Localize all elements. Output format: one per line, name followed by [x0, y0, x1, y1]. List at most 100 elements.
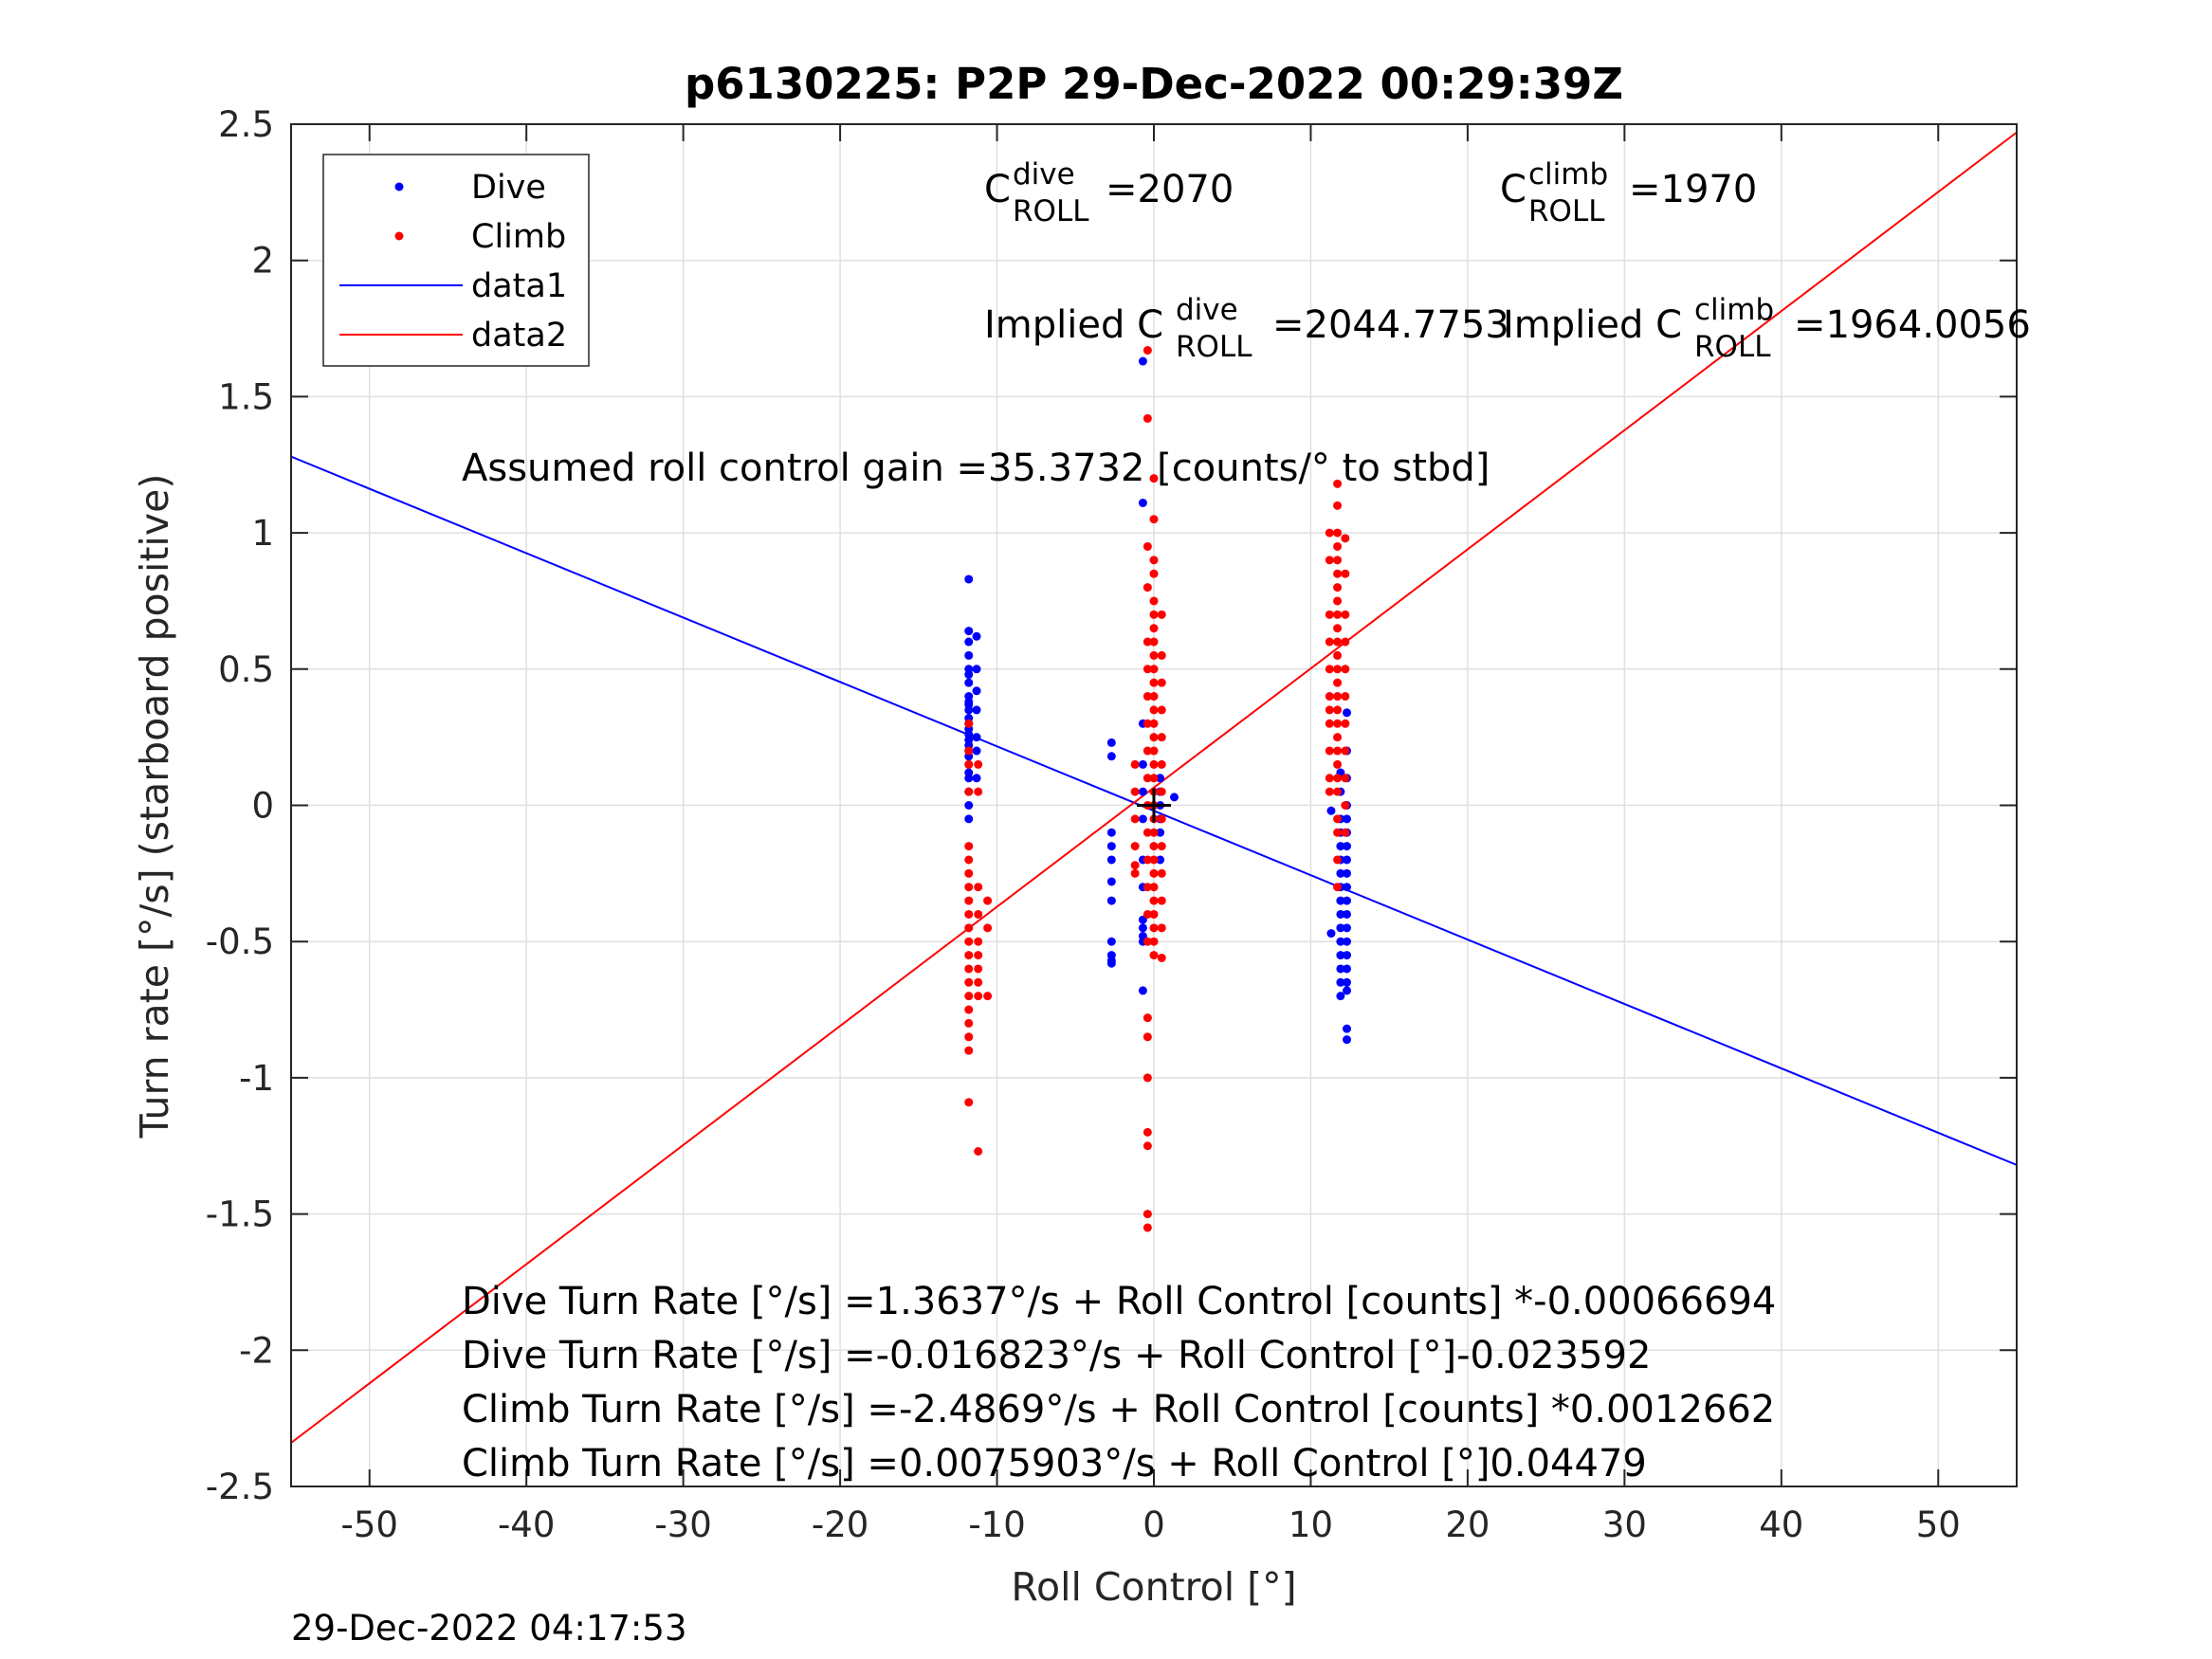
point-climb — [1143, 1223, 1152, 1232]
point-dive — [1336, 868, 1345, 878]
x-tick-label: 30 — [1602, 1504, 1647, 1545]
point-climb — [1157, 650, 1166, 660]
point-climb — [1333, 774, 1343, 783]
point-climb — [1157, 842, 1166, 851]
point-climb — [1149, 569, 1159, 578]
point-climb — [1341, 610, 1350, 619]
implied-dive-value: =2044.7753 — [1272, 303, 1509, 347]
point-climb — [964, 746, 974, 756]
point-dive — [964, 774, 974, 783]
point-dive — [1106, 877, 1116, 886]
point-climb — [974, 951, 983, 960]
footer-timestamp: 29-Dec-2022 04:17:53 — [291, 1608, 686, 1649]
point-dive — [972, 665, 981, 674]
point-climb — [1149, 909, 1159, 919]
implied-dive-sup: dive — [1176, 293, 1238, 327]
y-tick-label: -1 — [239, 1058, 274, 1099]
point-climb — [1341, 569, 1350, 578]
point-dive — [1336, 909, 1345, 919]
origin-marker — [1137, 788, 1171, 823]
point-climb — [1149, 665, 1159, 674]
point-climb — [1341, 774, 1350, 783]
point-climb — [1143, 583, 1152, 592]
implied-c-dive-annotation: Implied C dive ROLL =2044.7753 — [984, 293, 1509, 364]
point-climb — [1143, 774, 1152, 783]
axis-ticks — [291, 123, 2017, 1487]
point-dive — [972, 733, 981, 742]
point-dive — [1343, 977, 1352, 987]
point-climb — [1149, 719, 1159, 728]
point-climb — [1325, 746, 1334, 756]
point-dive — [1138, 498, 1147, 507]
y-tick-label: -0.5 — [206, 921, 274, 962]
point-climb — [1341, 801, 1350, 810]
point-climb — [1130, 814, 1140, 824]
point-climb — [1325, 528, 1334, 538]
point-dive — [1106, 958, 1116, 968]
point-climb — [1333, 705, 1343, 715]
point-climb — [964, 868, 974, 878]
x-tick-label: 40 — [1759, 1504, 1803, 1545]
point-dive — [1343, 909, 1352, 919]
point-dive — [972, 774, 981, 783]
point-dive — [1106, 738, 1116, 747]
point-dive — [972, 746, 981, 756]
point-climb — [964, 896, 974, 905]
point-climb — [1333, 719, 1343, 728]
x-tick-label: 10 — [1289, 1504, 1333, 1545]
point-climb — [1325, 637, 1334, 647]
point-climb — [1143, 746, 1152, 756]
point-dive — [1343, 814, 1352, 824]
point-climb — [1149, 650, 1159, 660]
point-climb — [1149, 733, 1159, 742]
y-tick-label: -2 — [239, 1330, 274, 1371]
fit-line-4: Climb Turn Rate [°/s] =0.0075903°/s + Ro… — [462, 1442, 1647, 1486]
point-climb — [1157, 953, 1166, 962]
point-climb — [1149, 842, 1159, 851]
point-climb — [1325, 692, 1334, 702]
x-tick-label: -20 — [812, 1504, 868, 1545]
point-climb — [1333, 692, 1343, 702]
point-climb — [1130, 787, 1140, 796]
point-climb — [1143, 937, 1152, 946]
point-climb — [1325, 774, 1334, 783]
point-climb — [1333, 569, 1343, 578]
y-tick-label: 1 — [251, 513, 274, 554]
point-climb — [1157, 923, 1166, 933]
point-dive — [964, 678, 974, 687]
point-climb — [1333, 596, 1343, 606]
chart-title: p6130225: P2P 29-Dec-2022 00:29:39Z — [685, 59, 1623, 109]
point-dive — [1138, 787, 1147, 796]
point-dive — [1343, 883, 1352, 892]
point-climb — [1149, 883, 1159, 892]
c-dive-sup: dive — [1013, 157, 1075, 191]
implied-c-climb-annotation: Implied C climb ROLL =1964.0056 — [1503, 293, 2031, 364]
point-climb — [1341, 746, 1350, 756]
point-climb — [1143, 719, 1152, 728]
point-climb — [1143, 346, 1152, 356]
point-climb — [1341, 637, 1350, 647]
point-climb — [964, 787, 974, 796]
point-dive — [1343, 986, 1352, 995]
point-dive — [964, 650, 974, 660]
point-dive — [1343, 1024, 1352, 1033]
y-tick-label: 2.5 — [218, 104, 274, 145]
y-tick-label: -1.5 — [206, 1194, 274, 1235]
point-climb — [1143, 1127, 1152, 1137]
point-climb — [1325, 719, 1334, 728]
data-points — [964, 346, 1352, 1232]
point-climb — [1143, 637, 1152, 647]
point-dive — [1336, 951, 1345, 960]
point-climb — [1149, 759, 1159, 769]
point-dive — [1106, 937, 1116, 946]
point-climb — [1149, 624, 1159, 633]
point-climb — [974, 992, 983, 1001]
point-climb — [1149, 868, 1159, 878]
point-climb — [1157, 678, 1166, 687]
legend-dive-swatch — [394, 182, 404, 191]
point-climb — [983, 923, 993, 933]
point-dive — [1343, 855, 1352, 865]
point-climb — [1143, 692, 1152, 702]
point-climb — [1157, 759, 1166, 769]
point-climb — [1149, 705, 1159, 715]
